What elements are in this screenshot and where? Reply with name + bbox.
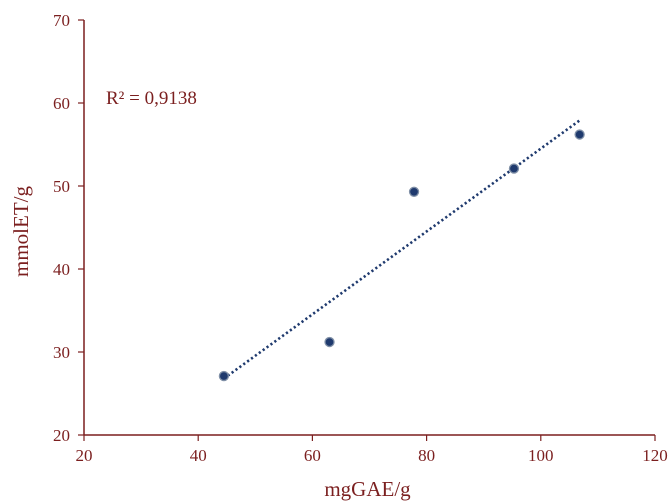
- data-point: [508, 163, 520, 174]
- r-squared-annotation: R² = 0,9138: [106, 88, 197, 109]
- data-point: [218, 370, 230, 382]
- data-point: [408, 186, 420, 197]
- y-axis-title: mmolET/g: [9, 186, 33, 277]
- y-ticks: 20 30 40 50 60 70: [53, 11, 84, 445]
- x-tick-label: 60: [304, 446, 321, 465]
- x-tick-label: 20: [76, 446, 93, 465]
- trendline-group: [223, 119, 581, 380]
- x-tick-label: 100: [528, 446, 554, 465]
- linear-trendline: [223, 119, 581, 380]
- axes: [83, 20, 655, 436]
- y-tick-label: 60: [53, 94, 70, 113]
- data-point: [574, 129, 585, 140]
- x-axis-title: mgGAE/g: [324, 477, 411, 501]
- data-points: [218, 129, 585, 382]
- y-tick-label: 20: [53, 426, 70, 445]
- y-tick-label: 30: [53, 343, 70, 362]
- y-tick-label: 70: [53, 11, 70, 30]
- x-tick-label: 120: [642, 446, 668, 465]
- y-tick-label: 50: [53, 177, 70, 196]
- x-ticks: 20 40 60 80 100 120: [76, 435, 668, 465]
- data-point: [324, 336, 335, 348]
- x-tick-label: 80: [418, 446, 435, 465]
- x-tick-label: 40: [190, 446, 207, 465]
- y-tick-label: 40: [53, 260, 70, 279]
